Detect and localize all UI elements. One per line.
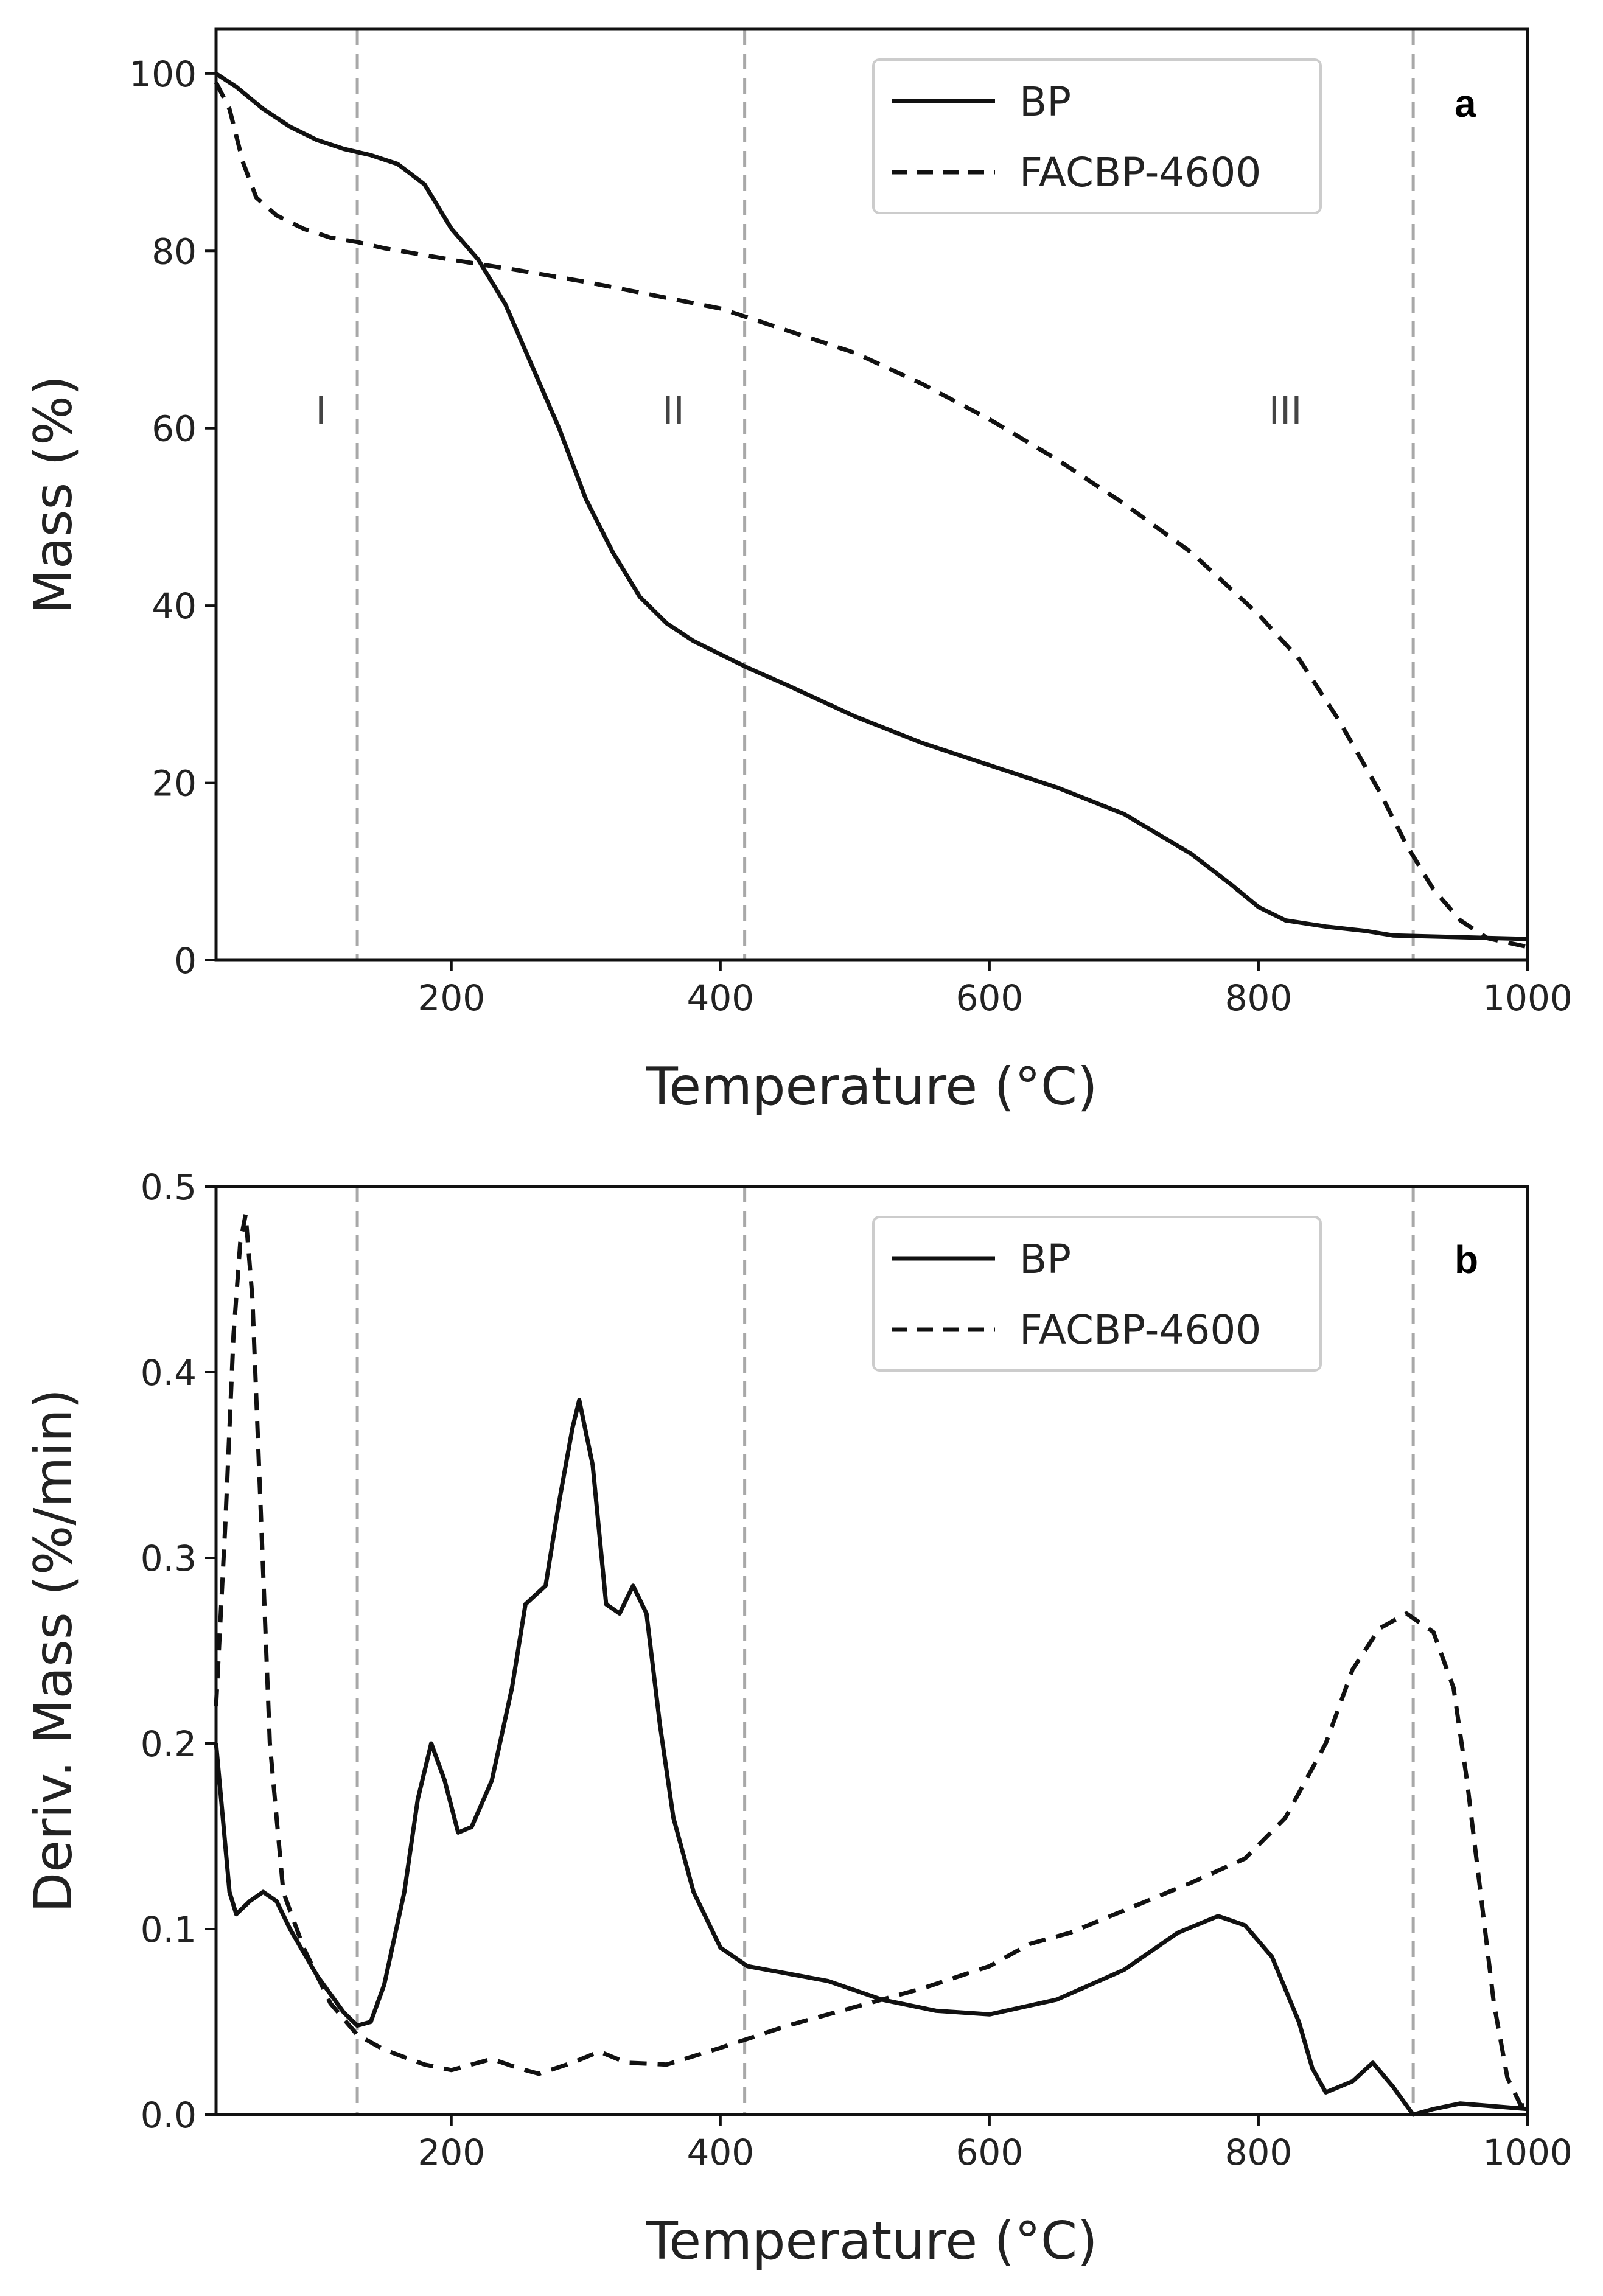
panel-a-series-facbp-4600 xyxy=(214,81,1528,949)
panel-b-legend: BP FACBP-4600 xyxy=(872,1216,1322,1372)
panel-b-label: b xyxy=(1455,1238,1478,1282)
panel-a-xtick-label-400: 400 xyxy=(686,977,754,1019)
panel-a-region-label-1: II xyxy=(662,389,685,433)
panel-b-derivative-chart: 200 400 600 800 1000 0.0 0.1 0.2 0.3 0.4 0.5 Temp… xyxy=(23,1167,1573,2272)
panel-b-legend-bp-label: BP xyxy=(1019,1236,1071,1283)
panel-b-y-ticks: 0.0 0.1 0.2 0.3 0.4 0.5 xyxy=(141,1167,216,2136)
panel-a-plot-frame xyxy=(214,27,1529,962)
panel-a-y-axis-title: Mass (%) xyxy=(23,375,84,615)
panel-a-ytick-label-2: 40 xyxy=(152,585,197,627)
panel-b-ytick-label-2: 0.2 xyxy=(141,1723,197,1765)
panel-a-y-ticks: 0 20 40 60 80 100 xyxy=(129,54,216,982)
panel-a-vlines xyxy=(355,29,1415,960)
panel-b-series-facbp-4600 xyxy=(214,1212,1528,2108)
panel-a-ytick-label-0: 0 xyxy=(174,940,197,982)
panel-a-region-labels: I II III xyxy=(315,389,1302,433)
panel-a-region-label-0: I xyxy=(315,389,326,433)
panel-b-plot-frame xyxy=(214,1185,1529,2116)
panel-b-ytick-label-1: 0.1 xyxy=(141,1909,197,1950)
panel-a-ytick-label-1: 20 xyxy=(152,763,197,804)
panel-b-xtick-label-200: 200 xyxy=(417,2132,485,2173)
panel-b-legend-facbp-label: FACBP-4600 xyxy=(1019,1307,1261,1353)
panel-b-xtick-label-1000: 1000 xyxy=(1483,2132,1573,2173)
panel-a-legend-bp-label: BP xyxy=(1019,79,1071,125)
panel-b-ytick-label-3: 0.3 xyxy=(141,1538,197,1579)
panel-a-series xyxy=(214,71,1528,949)
panel-b-series-bp xyxy=(214,1398,1528,2117)
panel-b-legend-box xyxy=(872,1216,1322,1372)
panel-b-x-ticks: 200 400 600 800 1000 xyxy=(417,2115,1573,2173)
panel-b-xtick-label-400: 400 xyxy=(686,2132,754,2173)
panel-a-ytick-label-4: 80 xyxy=(152,231,197,272)
panel-b-xtick-label-800: 800 xyxy=(1225,2132,1293,2173)
panel-a-xtick-label-200: 200 xyxy=(417,977,485,1019)
panel-a-legend-box xyxy=(872,58,1322,214)
panel-a-label: a xyxy=(1455,82,1476,125)
panel-a-xtick-label-1000: 1000 xyxy=(1483,977,1573,1019)
panel-b-ytick-label-0: 0.0 xyxy=(141,2095,197,2136)
panel-b-x-axis-title: Temperature (°C) xyxy=(645,2211,1097,2272)
panel-b-ytick-label-5: 0.5 xyxy=(141,1167,197,1208)
panel-a-ytick-label-3: 60 xyxy=(152,408,197,450)
panel-a-x-axis-title: Temperature (°C) xyxy=(645,1056,1097,1117)
panel-a-xtick-label-800: 800 xyxy=(1225,977,1293,1019)
panel-a-x-ticks: 200 400 600 800 1000 xyxy=(417,960,1573,1019)
panel-a-series-bp xyxy=(215,71,1528,941)
panel-b-vlines xyxy=(355,1187,1415,2115)
panel-b-series xyxy=(214,1212,1528,2117)
panel-a-region-label-2: III xyxy=(1269,389,1302,433)
panel-b-ytick-label-4: 0.4 xyxy=(141,1352,197,1394)
panel-a-ytick-label-5: 100 xyxy=(129,54,197,95)
panel-b-xtick-label-600: 600 xyxy=(956,2132,1024,2173)
panel-b-y-axis-title: Deriv. Mass (%/min) xyxy=(23,1389,84,1913)
panel-a-legend-facbp-label: FACBP-4600 xyxy=(1019,149,1261,196)
panel-a-xtick-label-600: 600 xyxy=(956,977,1024,1019)
panel-a-legend: BP FACBP-4600 xyxy=(872,58,1322,214)
